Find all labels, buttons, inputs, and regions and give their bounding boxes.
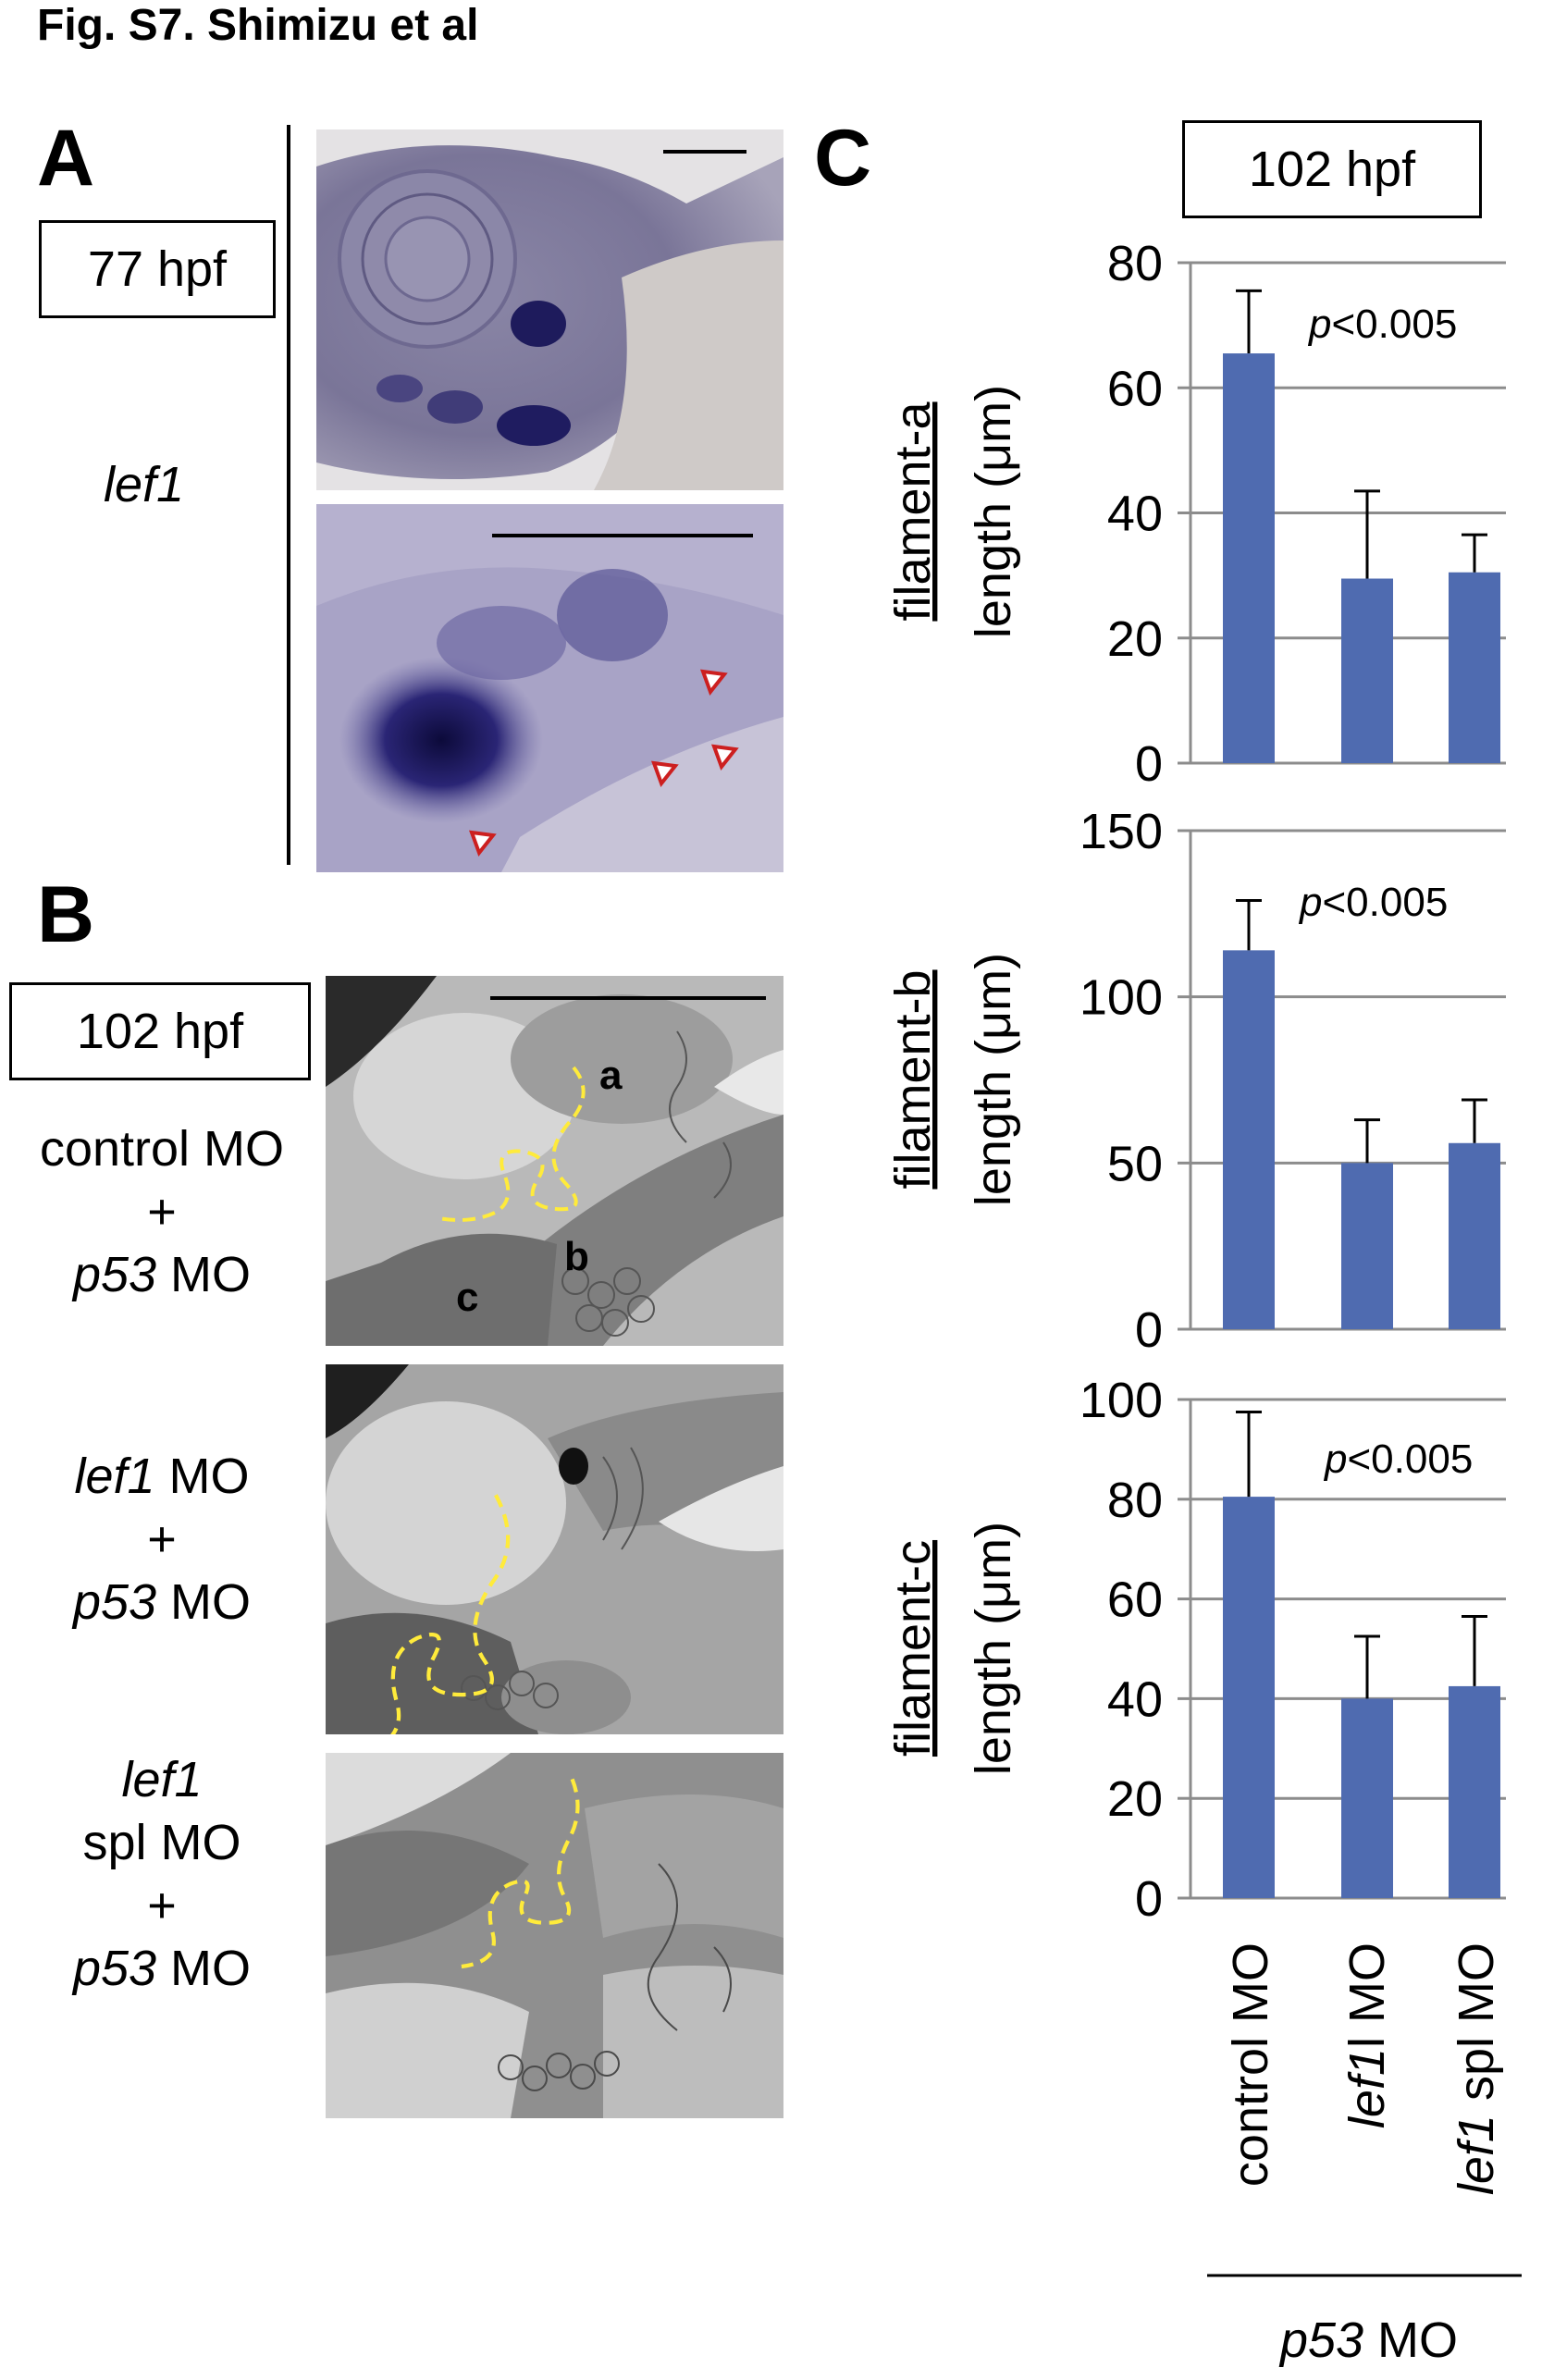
chart1-pvalue: p<0.005 xyxy=(1307,302,1457,347)
chart1-bar-2 xyxy=(1341,578,1393,763)
chart2-ytick-label: 50 xyxy=(1107,1136,1163,1191)
row3-line2: + xyxy=(147,1878,177,1933)
panel-a-gene: lef1 xyxy=(104,457,185,512)
chart3-ytick-label: 0 xyxy=(1135,1871,1163,1927)
panel-b-row1-label: control MO + p53 MO xyxy=(9,1117,315,1306)
filament-label-a: a xyxy=(599,1053,623,1098)
chart2-bar-3 xyxy=(1449,1142,1500,1329)
row3-line1b: spl MO xyxy=(82,1815,241,1870)
chart2-ytick-label: 100 xyxy=(1079,970,1163,1026)
chart1-ytick-label: 60 xyxy=(1107,361,1163,416)
filament-label-c: c xyxy=(456,1275,478,1320)
chart2-bar-2 xyxy=(1341,1163,1393,1329)
chart3-ytick-label: 40 xyxy=(1107,1671,1163,1727)
row2-line3: p53 MO xyxy=(72,1574,252,1630)
chart2-pvalue: p<0.005 xyxy=(1298,880,1448,925)
chart1-ylabel-length: length (μm) xyxy=(966,385,1021,638)
panel-c-stage: 102 hpf xyxy=(1248,142,1416,197)
chart3-ylabel-filament: filament-c xyxy=(885,1540,941,1757)
chart1-ytick-label: 20 xyxy=(1107,611,1163,667)
panel-a-photo-whole-embryo xyxy=(316,129,783,490)
panel-c-letter: C xyxy=(814,114,872,203)
x-category-label-3: lef1 spl MO xyxy=(1449,1942,1504,2195)
chart2-ytick-label: 0 xyxy=(1135,1302,1163,1358)
panel-a-stage: 77 hpf xyxy=(87,241,228,297)
chart3-ytick-label: 100 xyxy=(1079,1373,1163,1428)
row1-line2: + xyxy=(147,1184,177,1239)
chart3-bar-1 xyxy=(1223,1497,1275,1898)
chart2-ylabel-length: length (μm) xyxy=(966,953,1021,1206)
x-category-label-1: control MO xyxy=(1223,1942,1278,2187)
panel-b-photo-control: a b c xyxy=(326,976,783,1346)
chart2-ytick-label: 150 xyxy=(1079,804,1163,859)
chart2-bar-1 xyxy=(1223,950,1275,1329)
panel-a-photo-closeup xyxy=(316,504,783,872)
chart1-bar-3 xyxy=(1449,572,1500,763)
chart2-ylabel-filament: filament-b xyxy=(885,969,941,1189)
row2-line2: + xyxy=(147,1511,177,1567)
figure-title: Fig. S7. Shimizu et al xyxy=(37,1,479,50)
filament-label-b: b xyxy=(564,1234,589,1279)
panel-b-letter: B xyxy=(37,870,95,959)
chart3-ytick-label: 80 xyxy=(1107,1473,1163,1528)
row3-line3: p53 MO xyxy=(72,1941,252,1996)
chart3-ytick-label: 20 xyxy=(1107,1771,1163,1827)
x-category-label-2: lef1l MO xyxy=(1339,1942,1395,2128)
chart1-ylabel-filament: filament-a xyxy=(885,401,941,621)
chart3-pvalue: p<0.005 xyxy=(1323,1437,1473,1482)
panel-c-stage-box: 102 hpf xyxy=(1182,120,1482,218)
panel-b-stage-box: 102 hpf xyxy=(9,982,311,1080)
panel-b-row3-label: lef1 spl MO + p53 MO xyxy=(9,1748,315,2000)
chart3-bar-2 xyxy=(1341,1698,1393,1898)
chart3-bar-3 xyxy=(1449,1685,1500,1898)
panel-b-stage: 102 hpf xyxy=(76,1004,244,1059)
row1-line1: control MO xyxy=(39,1121,285,1177)
panel-b-row2-label: lef1 MO + p53 MO xyxy=(9,1445,315,1634)
chart1-ytick-label: 80 xyxy=(1107,236,1163,291)
chart3-ylabel-length: length (μm) xyxy=(966,1522,1021,1775)
row2-line1: lef1 MO xyxy=(74,1449,250,1504)
row1-line3: p53 MO xyxy=(72,1247,252,1302)
group-label: p53 MO xyxy=(1278,2312,1458,2368)
chart1-ytick-label: 0 xyxy=(1135,736,1163,792)
chart3-ytick-label: 60 xyxy=(1107,1572,1163,1628)
panel-a-letter: A xyxy=(37,114,95,203)
chart1-bar-1 xyxy=(1223,353,1275,763)
panel-a-divider xyxy=(287,125,290,865)
panel-b-photo-lef1-spl xyxy=(326,1753,783,2118)
panel-a-stage-box: 77 hpf xyxy=(39,220,276,318)
row3-line1: lef1 xyxy=(121,1752,203,1807)
chart1-ytick-label: 40 xyxy=(1107,487,1163,542)
panel-b-photo-lef1 xyxy=(326,1364,783,1734)
